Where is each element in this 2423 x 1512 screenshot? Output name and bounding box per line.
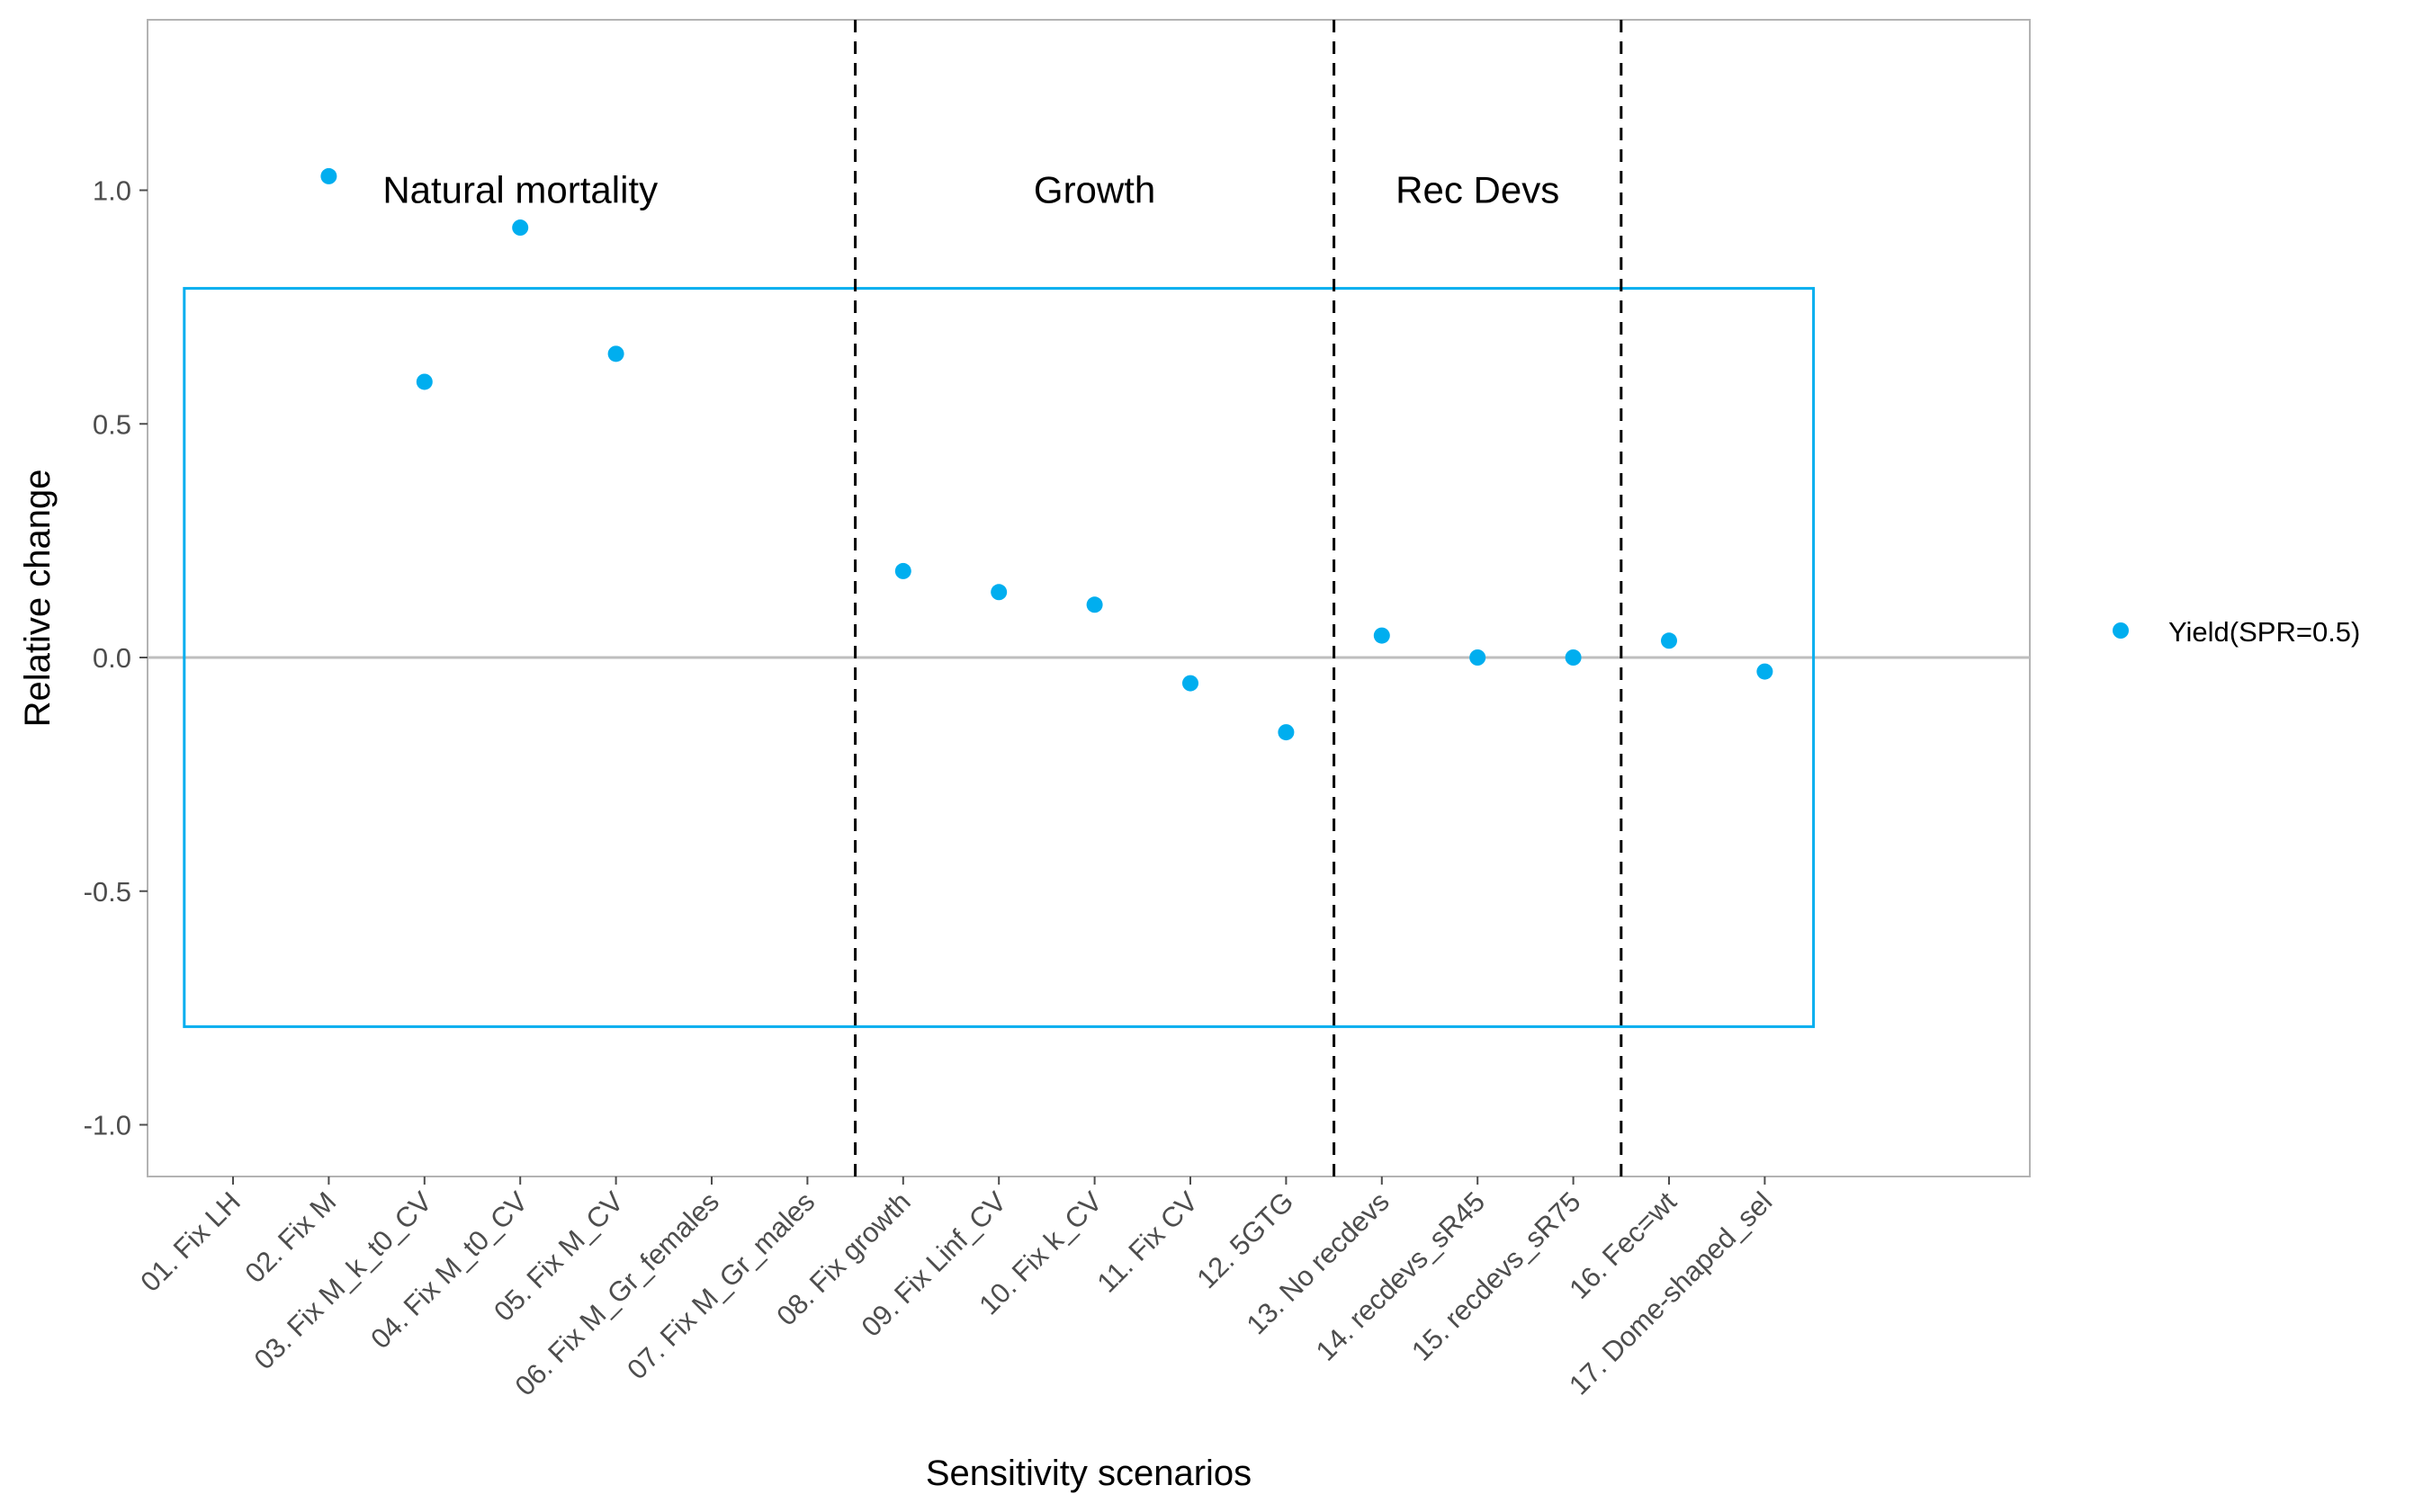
y-tick-label: 0.0: [93, 642, 131, 674]
x-tick-label: 07. Fix M_Gr_males: [621, 1185, 821, 1385]
legend-marker: [2113, 622, 2129, 639]
y-axis-title: Relative change: [18, 470, 58, 728]
x-tick-label: 01. Fix LH: [134, 1185, 247, 1298]
data-point: [607, 345, 624, 362]
data-point: [1278, 724, 1295, 741]
data-point: [1373, 627, 1390, 644]
data-point: [1661, 632, 1677, 649]
data-point: [1756, 663, 1773, 680]
data-point: [1182, 675, 1198, 692]
data-point: [1086, 596, 1103, 613]
y-tick-label: -0.5: [84, 876, 131, 908]
x-tick-label: 14. recdevs_sR45: [1310, 1185, 1491, 1366]
y-tick-label: 1.0: [93, 175, 131, 207]
data-point: [1469, 649, 1486, 666]
x-axis-title: Sensitivity scenarios: [926, 1454, 1252, 1493]
region-label: Rec Devs: [1395, 169, 1559, 211]
data-point: [991, 584, 1008, 601]
plot-panel-border: [147, 19, 2031, 1177]
data-point: [416, 373, 433, 390]
y-tick-label: -1.0: [84, 1110, 131, 1141]
data-point: [512, 219, 529, 237]
x-tick-label: 15. recdevs_sR75: [1405, 1185, 1586, 1366]
x-tick-label: 11. Fix CV: [1091, 1185, 1205, 1299]
highlight-box: [183, 287, 1816, 1028]
data-point: [320, 167, 337, 184]
x-tick-label: 03. Fix M_k_t0_CV: [248, 1185, 438, 1375]
region-label: Growth: [1034, 169, 1155, 211]
data-point: [1565, 649, 1582, 666]
data-point: [894, 562, 911, 579]
legend-label: Yield(SPR=0.5): [2168, 616, 2360, 648]
y-tick-label: 0.5: [93, 408, 131, 440]
region-label: Natural mortality: [382, 169, 658, 211]
